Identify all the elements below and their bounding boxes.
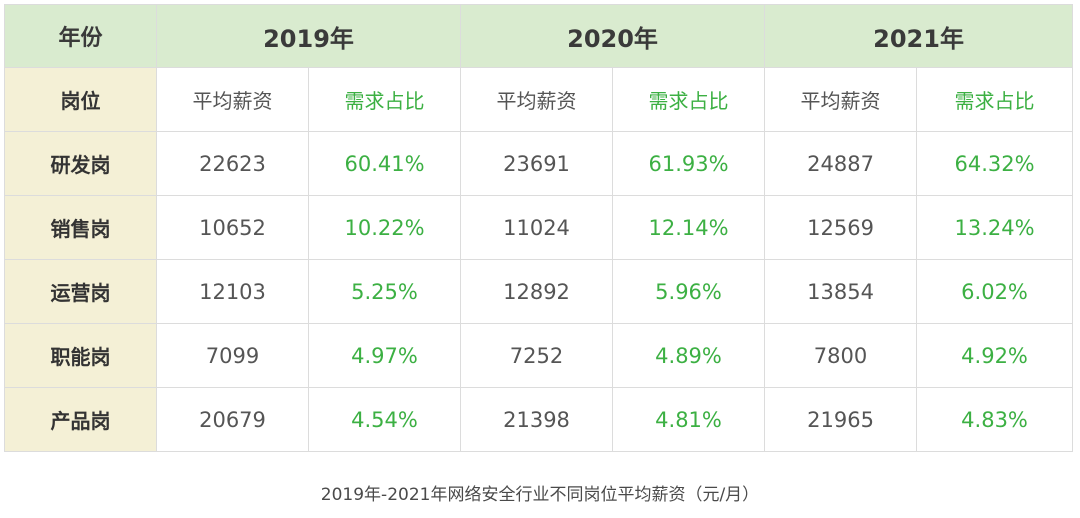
ratio-subheader: 需求占比 <box>307 67 462 132</box>
salary-cell: 7252 <box>460 323 614 388</box>
role-label: 职能岗 <box>4 323 157 388</box>
ratio-cell: 4.83% <box>916 387 1074 452</box>
salary-cell: 10652 <box>156 195 309 260</box>
table-row: 销售岗 10652 10.22% 11024 12.14% 12569 13.2… <box>4 195 1074 260</box>
ratio-cell: 13.24% <box>916 195 1074 260</box>
ratio-cell: 6.02% <box>916 259 1074 324</box>
table-row: 运营岗 12103 5.25% 12892 5.96% 13854 6.02% <box>4 259 1074 324</box>
role-column-header: 岗位 <box>4 67 157 132</box>
table-row: 产品岗 20679 4.54% 21398 4.81% 21965 4.83% <box>4 387 1074 452</box>
ratio-cell: 4.89% <box>612 323 766 388</box>
salary-subheader: 平均薪资 <box>156 67 309 132</box>
salary-cell: 11024 <box>460 195 614 260</box>
table-caption: 2019年-2021年网络安全行业不同岗位平均薪资（元/月） <box>320 485 760 505</box>
ratio-cell: 5.96% <box>612 259 766 324</box>
ratio-subheader: 需求占比 <box>916 67 1074 132</box>
ratio-cell: 61.93% <box>612 131 766 196</box>
ratio-cell: 60.41% <box>307 131 462 196</box>
salary-cell: 12892 <box>460 259 614 324</box>
ratio-cell: 12.14% <box>612 195 766 260</box>
salary-table: 年份 2019年 2020年 2021年 岗位 平均薪资 需求占比 平均薪资 需… <box>4 4 1074 452</box>
salary-table-container: 年份 2019年 2020年 2021年 岗位 平均薪资 需求占比 平均薪资 需… <box>4 4 1074 452</box>
salary-cell: 7099 <box>156 323 309 388</box>
year-header-2019: 2019年 <box>155 4 462 68</box>
ratio-cell: 4.54% <box>307 387 462 452</box>
salary-subheader: 平均薪资 <box>764 67 918 132</box>
year-header-2021: 2021年 <box>764 4 1074 68</box>
corner-header: 年份 <box>4 4 157 68</box>
role-label: 产品岗 <box>4 387 157 452</box>
salary-cell: 20679 <box>156 387 309 452</box>
salary-cell: 21965 <box>764 387 918 452</box>
salary-cell: 12103 <box>156 259 309 324</box>
salary-cell: 7800 <box>764 323 918 388</box>
ratio-cell: 64.32% <box>916 131 1074 196</box>
ratio-cell: 5.25% <box>307 259 462 324</box>
table-row: 职能岗 7099 4.97% 7252 4.89% 7800 4.92% <box>4 323 1074 388</box>
year-header-row: 年份 2019年 2020年 2021年 <box>4 4 1074 68</box>
salary-cell: 22623 <box>156 131 309 196</box>
role-label: 研发岗 <box>4 131 157 196</box>
salary-subheader: 平均薪资 <box>460 67 614 132</box>
table-row: 研发岗 22623 60.41% 23691 61.93% 24887 64.3… <box>4 131 1074 196</box>
role-label: 运营岗 <box>4 259 157 324</box>
salary-cell: 23691 <box>460 131 614 196</box>
salary-cell: 21398 <box>460 387 614 452</box>
salary-cell: 24887 <box>764 131 918 196</box>
ratio-cell: 4.81% <box>612 387 766 452</box>
ratio-subheader: 需求占比 <box>612 67 766 132</box>
role-label: 销售岗 <box>4 195 157 260</box>
salary-cell: 12569 <box>764 195 918 260</box>
ratio-cell: 4.92% <box>916 323 1074 388</box>
salary-cell: 13854 <box>764 259 918 324</box>
ratio-cell: 4.97% <box>307 323 462 388</box>
ratio-cell: 10.22% <box>307 195 462 260</box>
year-header-2020: 2020年 <box>460 4 766 68</box>
sub-header-row: 岗位 平均薪资 需求占比 平均薪资 需求占比 平均薪资 需求占比 <box>4 67 1074 132</box>
